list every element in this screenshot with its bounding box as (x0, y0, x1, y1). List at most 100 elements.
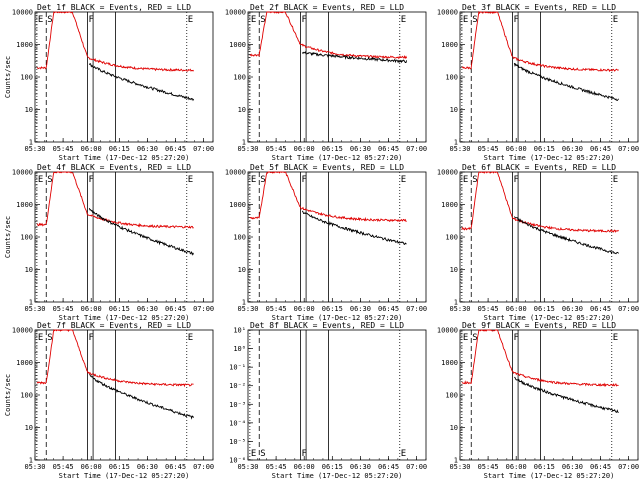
panel-9-title: Det 9f BLACK = Events, RED = LLD (462, 321, 616, 330)
panel-4-series-lld (36, 171, 194, 229)
panel-1-xtick-label-1: 05:45 (53, 145, 74, 153)
panel-6-xtick-label-2: 06:00 (506, 305, 527, 313)
panel-1-xtick-label-2: 06:00 (81, 145, 102, 153)
panel-5-ytick-label-0: 1 (242, 299, 246, 307)
panel-9-marker-letter-3: E (613, 333, 618, 343)
panel-9-marker-letter-0: E (463, 333, 468, 343)
panel-6-ytick-label-3: 1000 (441, 201, 458, 209)
panel-3-ytick-label-1: 10 (450, 106, 458, 114)
panel-8-xtick-label-5: 06:45 (378, 463, 399, 471)
panel-7-series-lld (36, 329, 194, 388)
panel-6-ytick-label-4: 10000 (437, 169, 458, 177)
panel-2-frame (247, 11, 427, 143)
panel-7-ytick-label-3: 1000 (16, 359, 33, 367)
panel-3-xtick-label-5: 06:45 (590, 145, 611, 153)
panel-1-ytick-label-0: 1 (29, 139, 33, 147)
panel-9-xtick-label-0: 05:30 (449, 463, 470, 471)
panel-4-marker-letter-2: F (88, 175, 93, 185)
panel-9-frame (459, 329, 639, 461)
panel-9-xtick-label-2: 06:00 (506, 463, 527, 471)
panel-9-xtick-label-3: 06:15 (534, 463, 555, 471)
panel-5-series-events (301, 210, 407, 245)
panel-8-marker-letter-3: E (401, 449, 406, 459)
panel-3-series-events (513, 62, 619, 102)
panel-6-marker-letter-2: F (513, 175, 518, 185)
panel-1-xtick-label-4: 06:30 (137, 145, 158, 153)
panel-7-xtick-label-4: 06:30 (137, 463, 158, 471)
panel-3-ytick-label-0: 1 (454, 139, 458, 147)
panel-4-xtick-label-1: 05:45 (53, 305, 74, 313)
panel-6-xtick-label-6: 07:00 (618, 305, 639, 313)
panel-7-marker-letter-1: S (47, 333, 52, 343)
panel-8-ytick-label: 10¹ (233, 327, 246, 335)
panel-4-xtick-label-6: 07:00 (193, 305, 214, 313)
panel-8-marker-letter-0: E (251, 449, 256, 459)
panel-7-marker-letter-0: E (38, 333, 43, 343)
panel-4-xtick-label-0: 05:30 (24, 305, 45, 313)
panel-2-xtick-label-1: 05:45 (266, 145, 287, 153)
panel-6-ytick-label-1: 10 (450, 266, 458, 274)
panel-8-ytick-label: 10⁻⁴ (229, 419, 246, 427)
panel-8-xtick-label-3: 06:15 (322, 463, 343, 471)
panel-7-title: Det 7f BLACK = Events, RED = LLD (37, 321, 191, 330)
panel-8-ytick-label: 10⁻⁶ (229, 457, 246, 465)
panel-5-ytick-label-1: 10 (238, 266, 246, 274)
panel-9-xtick-label-5: 06:45 (590, 463, 611, 471)
panel-5-xtick-label-5: 06:45 (378, 305, 399, 313)
panel-7-ytick-label-2: 100 (20, 392, 33, 400)
panel-7-ylabel: Counts/sec (4, 374, 12, 416)
panel-3-xtick-label-6: 07:00 (618, 145, 639, 153)
panel-7-xtick-label-3: 06:15 (109, 463, 130, 471)
panel-9-ytick-label-2: 100 (445, 392, 458, 400)
panel-7-xlabel: Start Time (17-Dec-12 05:27:20) (59, 472, 190, 480)
panel-1-xtick-label-0: 05:30 (24, 145, 45, 153)
panel-2-marker-letter-0: E (251, 15, 256, 25)
panel-7-ytick-label-1: 10 (25, 424, 33, 432)
panel-9-marker-letter-1: S (472, 333, 477, 343)
panel-3-marker-letter-3: E (613, 15, 618, 25)
panel-5-xtick-label-3: 06:15 (322, 305, 343, 313)
panel-4-marker-letter-0: E (38, 175, 43, 185)
panel-1-frame (34, 11, 214, 143)
panel-7-xtick-label-5: 06:45 (165, 463, 186, 471)
panel-7-marker-letter-2: F (88, 333, 93, 343)
panel-8-xlabel: Start Time (17-Dec-12 05:27:20) (272, 472, 403, 480)
panel-9-series-lld (461, 329, 619, 387)
panel-8-xtick-label-1: 05:45 (266, 463, 287, 471)
panel-2-marker-letter-1: S (260, 15, 265, 25)
panel-5-series-lld (249, 171, 407, 223)
panel-3-xtick-label-3: 06:15 (534, 145, 555, 153)
panel-5-xlabel: Start Time (17-Dec-12 05:27:20) (272, 314, 403, 322)
panel-5-xtick-label-0: 05:30 (237, 305, 258, 313)
panel-6-title: Det 6f BLACK = Events, RED = LLD (462, 163, 616, 172)
panel-5-xtick-label-6: 07:00 (406, 305, 427, 313)
panel-1-xtick-label-5: 06:45 (165, 145, 186, 153)
panel-4-xlabel: Start Time (17-Dec-12 05:27:20) (59, 314, 190, 322)
panel-6-frame (459, 171, 639, 303)
panel-3-xtick-label-0: 05:30 (449, 145, 470, 153)
panel-7-marker-letter-3: E (188, 333, 193, 343)
panel-2-ytick-label-4: 10000 (225, 9, 246, 17)
panel-1-xtick-label-6: 07:00 (193, 145, 214, 153)
panel-7-xtick-label-2: 06:00 (81, 463, 102, 471)
panel-1-marker-letter-1: S (47, 15, 52, 25)
panel-6-xtick-label-3: 06:15 (534, 305, 555, 313)
panel-3-marker-letter-2: F (513, 15, 518, 25)
panel-7-series-events (89, 374, 194, 420)
panel-5-xtick-label-4: 06:30 (350, 305, 371, 313)
panel-7-xtick-label-0: 05:30 (24, 463, 45, 471)
panel-8-ytick-label: 10⁻⁵ (229, 438, 246, 446)
panel-3-title: Det 3f BLACK = Events, RED = LLD (462, 3, 616, 12)
panel-8-xtick-label-6: 07:00 (406, 463, 427, 471)
panel-6-series-lld (461, 171, 619, 233)
panel-3-marker-letter-0: E (463, 15, 468, 25)
panel-6-xtick-label-4: 06:30 (562, 305, 583, 313)
panel-1-series-lld (36, 11, 194, 72)
panel-4-frame (34, 171, 214, 303)
panel-9-marker-letter-2: F (513, 333, 518, 343)
panel-2-ytick-label-2: 100 (233, 74, 246, 82)
panel-8-frame (247, 329, 427, 461)
panel-8-ytick-label: 10⁻² (229, 382, 246, 390)
panel-1-ylabel: Counts/sec (4, 56, 12, 98)
panel-8-ytick-label: 10⁻³ (229, 401, 246, 409)
